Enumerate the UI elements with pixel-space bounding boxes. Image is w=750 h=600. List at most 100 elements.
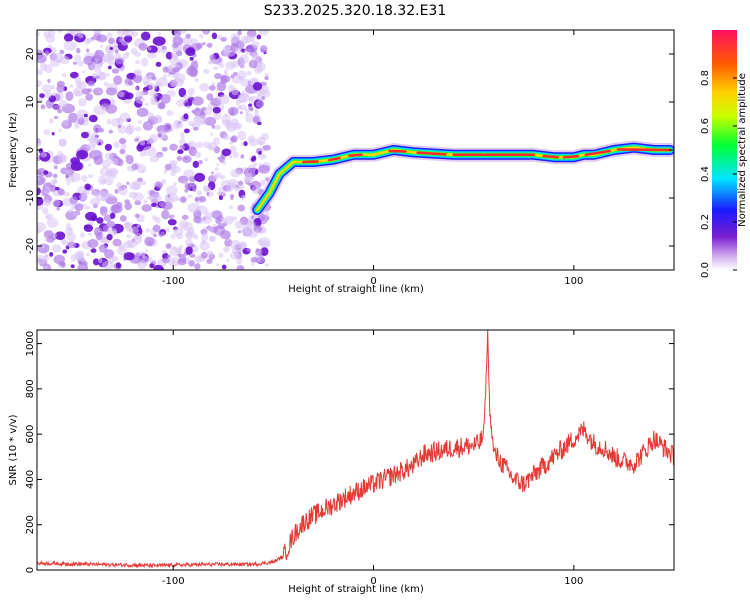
- noise-speck: [239, 111, 243, 115]
- noise-speck: [204, 186, 211, 192]
- noise-speck: [178, 220, 189, 229]
- noise-speck: [203, 68, 210, 74]
- noise-speck: [105, 170, 113, 178]
- noise-speck: [51, 132, 55, 136]
- noise-speck: [62, 119, 69, 127]
- noise-speck: [114, 188, 119, 194]
- noise-speck: [231, 60, 239, 68]
- noise-speck: [172, 119, 181, 130]
- noise-speck: [174, 73, 186, 83]
- noise-speck: [105, 104, 118, 114]
- noise-speck: [84, 224, 88, 229]
- noise-speck: [109, 158, 119, 165]
- noise-speck: [63, 40, 78, 51]
- noise-speck: [101, 159, 111, 169]
- noise-speck: [256, 100, 264, 108]
- ridge-peak: [584, 149, 612, 157]
- noise-speck: [199, 196, 207, 203]
- noise-speck: [93, 124, 102, 134]
- noise-speck: [149, 155, 159, 163]
- noise-speck: [264, 210, 270, 216]
- noise-speck: [159, 153, 164, 157]
- noise-speck: [237, 130, 247, 141]
- noise-speck: [123, 252, 135, 261]
- noise-speck: [72, 61, 78, 65]
- noise-speck: [193, 126, 199, 131]
- noise-speck: [251, 155, 257, 161]
- noise-speck: [195, 141, 203, 149]
- noise-speck: [215, 96, 220, 100]
- noise-speck: [74, 76, 82, 84]
- noise-speck: [221, 264, 227, 270]
- noise-speck: [248, 106, 254, 110]
- noise-speck: [92, 87, 104, 96]
- noise-speck: [147, 46, 152, 51]
- noise-speck: [186, 105, 192, 109]
- noise-speck: [56, 84, 65, 93]
- noise-speck: [230, 169, 241, 178]
- noise-speck: [59, 55, 70, 65]
- noise-speck: [161, 201, 173, 211]
- noise-speck: [236, 257, 243, 265]
- noise-speck: [178, 87, 187, 98]
- noise-speck: [230, 74, 235, 79]
- noise-speck: [164, 227, 170, 233]
- noise-speck: [157, 183, 162, 189]
- noise-speck: [118, 138, 127, 145]
- ridge-peak: [542, 154, 560, 159]
- noise-speck: [162, 249, 167, 255]
- noise-speck: [175, 197, 181, 202]
- noise-speck: [119, 215, 127, 222]
- noise-speck: [201, 232, 209, 242]
- noise-speck: [139, 93, 143, 97]
- noise-speck: [157, 130, 168, 140]
- noise-speck: [170, 233, 176, 239]
- snr-ytick-label: 0: [25, 567, 36, 573]
- noise-speck: [155, 216, 161, 224]
- noise-speck: [37, 196, 44, 206]
- noise-speck: [37, 170, 42, 175]
- noise-speck: [106, 220, 116, 229]
- noise-speck: [69, 196, 78, 205]
- noise-speck: [57, 30, 63, 33]
- noise-speck: [67, 241, 77, 248]
- noise-speck: [180, 132, 185, 137]
- noise-speck: [136, 164, 147, 174]
- noise-speck: [118, 91, 125, 98]
- noise-speck: [136, 224, 140, 229]
- noise-speck: [194, 77, 199, 82]
- noise-speck: [146, 140, 152, 145]
- noise-speck: [228, 205, 234, 210]
- noise-speck: [42, 84, 53, 93]
- noise-speck: [141, 204, 152, 212]
- noise-speck: [108, 129, 114, 134]
- noise-speck: [172, 36, 184, 46]
- noise-speck: [37, 187, 41, 196]
- noise-speck: [173, 227, 184, 236]
- noise-speck: [37, 54, 47, 64]
- noise-speck: [91, 190, 97, 196]
- noise-speck: [44, 186, 52, 195]
- noise-speck: [215, 172, 222, 179]
- noise-speck: [149, 134, 158, 143]
- noise-speck: [109, 97, 114, 103]
- noise-speck: [57, 151, 63, 158]
- noise-speck: [208, 60, 212, 65]
- noise-speck: [125, 30, 131, 35]
- noise-speck: [187, 142, 192, 147]
- noise-speck: [114, 53, 122, 60]
- noise-speck: [115, 49, 119, 54]
- noise-speck: [45, 213, 54, 220]
- noise-speck: [258, 237, 271, 247]
- noise-speck: [147, 52, 157, 59]
- noise-speck: [55, 231, 66, 240]
- noise-speck: [235, 47, 242, 54]
- noise-speck: [218, 63, 225, 68]
- noise-speck: [200, 251, 208, 259]
- spectrogram-noise: [37, 30, 272, 270]
- noise-speck: [74, 54, 82, 62]
- noise-speck: [251, 185, 260, 194]
- noise-speck: [170, 165, 181, 173]
- noise-speck: [52, 198, 61, 208]
